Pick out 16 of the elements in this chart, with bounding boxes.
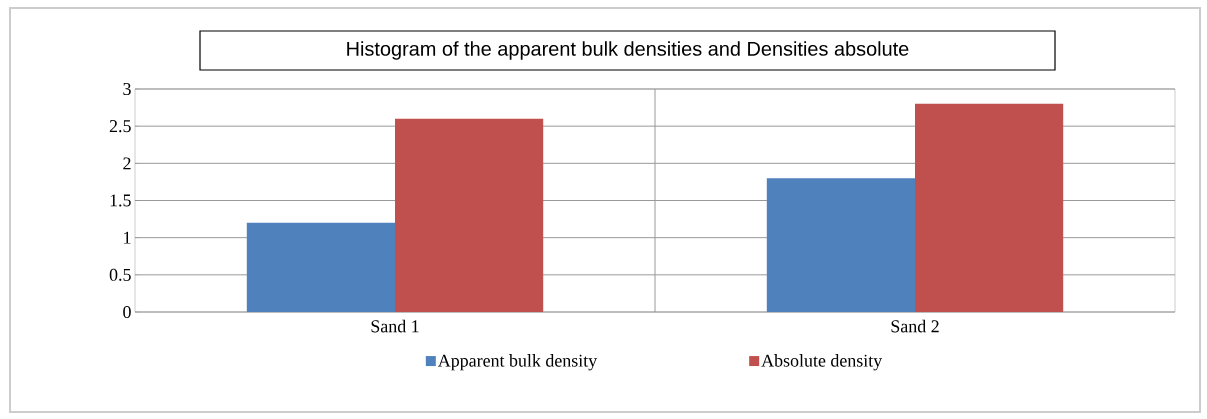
bar [915, 103, 1064, 312]
y-tick-label: 2 [123, 157, 131, 170]
y-tick-label: 3 [123, 82, 131, 96]
chart-title: Histogram of the apparent bulk densities and Densities absolute [347, 41, 909, 60]
y-tick-label: 1.5 [110, 194, 131, 207]
y-tick-label: 0.5 [109, 268, 131, 281]
bar [766, 178, 916, 312]
legend-label: Apparent bulk density [437, 354, 598, 371]
legend-label: Absolute density [761, 354, 883, 371]
y-tick-label: 1 [124, 231, 131, 244]
bar [246, 222, 396, 312]
x-tick-label: Sand 2 [891, 319, 939, 333]
y-tick-label: 0 [123, 305, 131, 319]
bar [395, 118, 544, 312]
y-tick-label: 2.5 [109, 120, 131, 133]
x-tick-label: Sand 1 [371, 319, 419, 333]
